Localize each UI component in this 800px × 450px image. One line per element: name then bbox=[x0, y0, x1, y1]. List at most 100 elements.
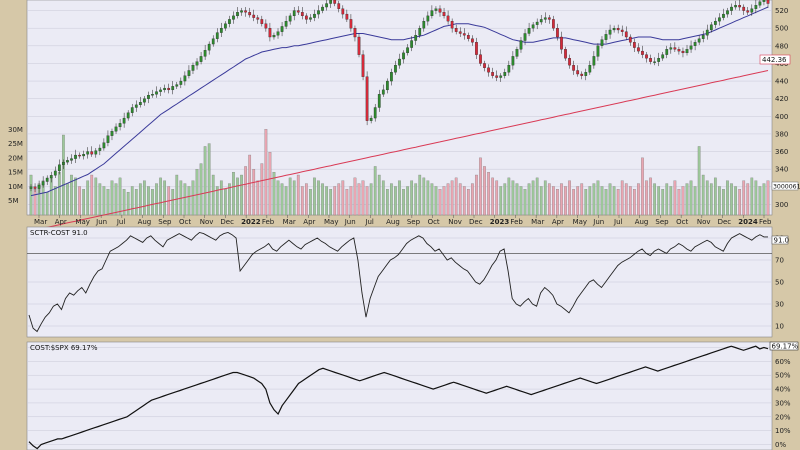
candle bbox=[252, 9, 256, 22]
candle bbox=[657, 52, 661, 67]
relative-strength-tick-label: 60% bbox=[775, 358, 791, 366]
volume-bar bbox=[284, 186, 288, 216]
relative-strength-tick-label: 40% bbox=[775, 386, 791, 394]
time-tick-label: Aug bbox=[386, 218, 400, 226]
time-tick-label: Apr bbox=[552, 218, 564, 226]
volume-tick-label: 25M bbox=[8, 140, 23, 148]
candle bbox=[377, 89, 381, 112]
time-tick-label: May bbox=[75, 218, 89, 226]
time-tick-label: Jul bbox=[613, 218, 623, 226]
volume-bar bbox=[138, 183, 142, 216]
candle bbox=[126, 110, 130, 121]
candle bbox=[438, 5, 442, 17]
volume-bar bbox=[406, 186, 409, 216]
volume-bar bbox=[766, 180, 770, 216]
candle bbox=[483, 60, 486, 72]
volume-bar bbox=[624, 183, 628, 216]
volume-bar bbox=[418, 174, 422, 216]
candle bbox=[681, 47, 685, 58]
time-tick-label: Aug bbox=[635, 218, 649, 226]
candle bbox=[531, 22, 535, 32]
price-tick-label: 520 bbox=[775, 7, 788, 15]
volume-bar bbox=[199, 163, 203, 216]
volume-bar bbox=[236, 177, 239, 216]
time-tick-label: Nov bbox=[448, 218, 462, 226]
volume-bar bbox=[442, 186, 446, 216]
volume-bar bbox=[754, 180, 758, 216]
volume-bar bbox=[155, 183, 158, 216]
volume-bar bbox=[195, 169, 199, 216]
time-tick-label: Dec bbox=[220, 218, 234, 226]
candle bbox=[106, 130, 110, 147]
volume-bar bbox=[713, 177, 717, 216]
volume-bar bbox=[211, 174, 215, 216]
volume-bar bbox=[726, 180, 729, 216]
volume-bar bbox=[560, 183, 563, 216]
volume-bar bbox=[515, 183, 519, 216]
volume-axis: 5M 10M 15M 20M 25M 30M bbox=[8, 126, 23, 205]
candle bbox=[592, 51, 596, 69]
candle bbox=[381, 84, 385, 97]
candle bbox=[349, 14, 353, 32]
candle bbox=[82, 150, 86, 160]
volume-bar bbox=[746, 183, 750, 216]
volume-bar bbox=[74, 177, 77, 216]
volume-tick-label: 5M bbox=[8, 197, 19, 205]
volume-bar bbox=[742, 180, 746, 216]
volume-bar bbox=[353, 177, 357, 216]
volume-bar bbox=[507, 177, 511, 216]
candle bbox=[211, 35, 215, 47]
volume-bar bbox=[430, 183, 434, 216]
volume-bar bbox=[564, 186, 567, 216]
volume-bar bbox=[527, 183, 531, 216]
candle bbox=[653, 57, 656, 66]
volume-bar bbox=[499, 186, 503, 216]
candle bbox=[552, 15, 555, 31]
candle bbox=[572, 60, 575, 75]
volume-bar bbox=[511, 180, 515, 216]
price-gridlines bbox=[27, 10, 772, 205]
candle bbox=[78, 152, 81, 159]
candle bbox=[543, 12, 547, 23]
price-badge-text: 442.36 bbox=[762, 56, 787, 64]
candle bbox=[608, 24, 612, 39]
candle bbox=[49, 171, 53, 183]
candle bbox=[284, 15, 288, 30]
candle bbox=[673, 42, 677, 52]
time-tick-label: Feb bbox=[510, 218, 523, 226]
time-axis: Mar Apr May Jun Jul Aug Sep Oct Nov Dec 2022 Feb Mar… bbox=[34, 215, 772, 226]
volume-bar bbox=[57, 171, 61, 216]
volume-bar bbox=[608, 183, 612, 216]
candle bbox=[637, 43, 640, 54]
price-candles bbox=[29, 0, 770, 193]
volume-bar bbox=[705, 180, 709, 216]
volume-bar bbox=[673, 180, 677, 216]
moving-averages bbox=[30, 6, 769, 232]
volume-bar bbox=[333, 186, 337, 216]
candle bbox=[722, 8, 725, 21]
candle bbox=[738, 0, 742, 11]
candle bbox=[74, 149, 77, 164]
volume-bar bbox=[288, 177, 292, 216]
candle bbox=[649, 54, 652, 65]
volume-bar bbox=[519, 186, 523, 216]
volume-bar bbox=[252, 169, 256, 216]
volume-bar bbox=[394, 186, 397, 216]
candle bbox=[665, 45, 669, 59]
volume-bar bbox=[633, 189, 636, 216]
candle bbox=[390, 68, 393, 86]
volume-bar bbox=[479, 157, 482, 216]
price-tick-label: 480 bbox=[775, 42, 788, 50]
candle bbox=[466, 32, 470, 42]
candle bbox=[693, 39, 697, 51]
candle bbox=[57, 159, 61, 175]
candle bbox=[62, 159, 65, 170]
volume-bar bbox=[580, 183, 584, 216]
volume-bar bbox=[345, 189, 349, 216]
candle bbox=[511, 51, 515, 70]
candle bbox=[475, 37, 478, 60]
candle bbox=[434, 6, 438, 15]
price-tick-label: 420 bbox=[775, 95, 788, 103]
time-tick-label: Jul bbox=[116, 218, 126, 226]
